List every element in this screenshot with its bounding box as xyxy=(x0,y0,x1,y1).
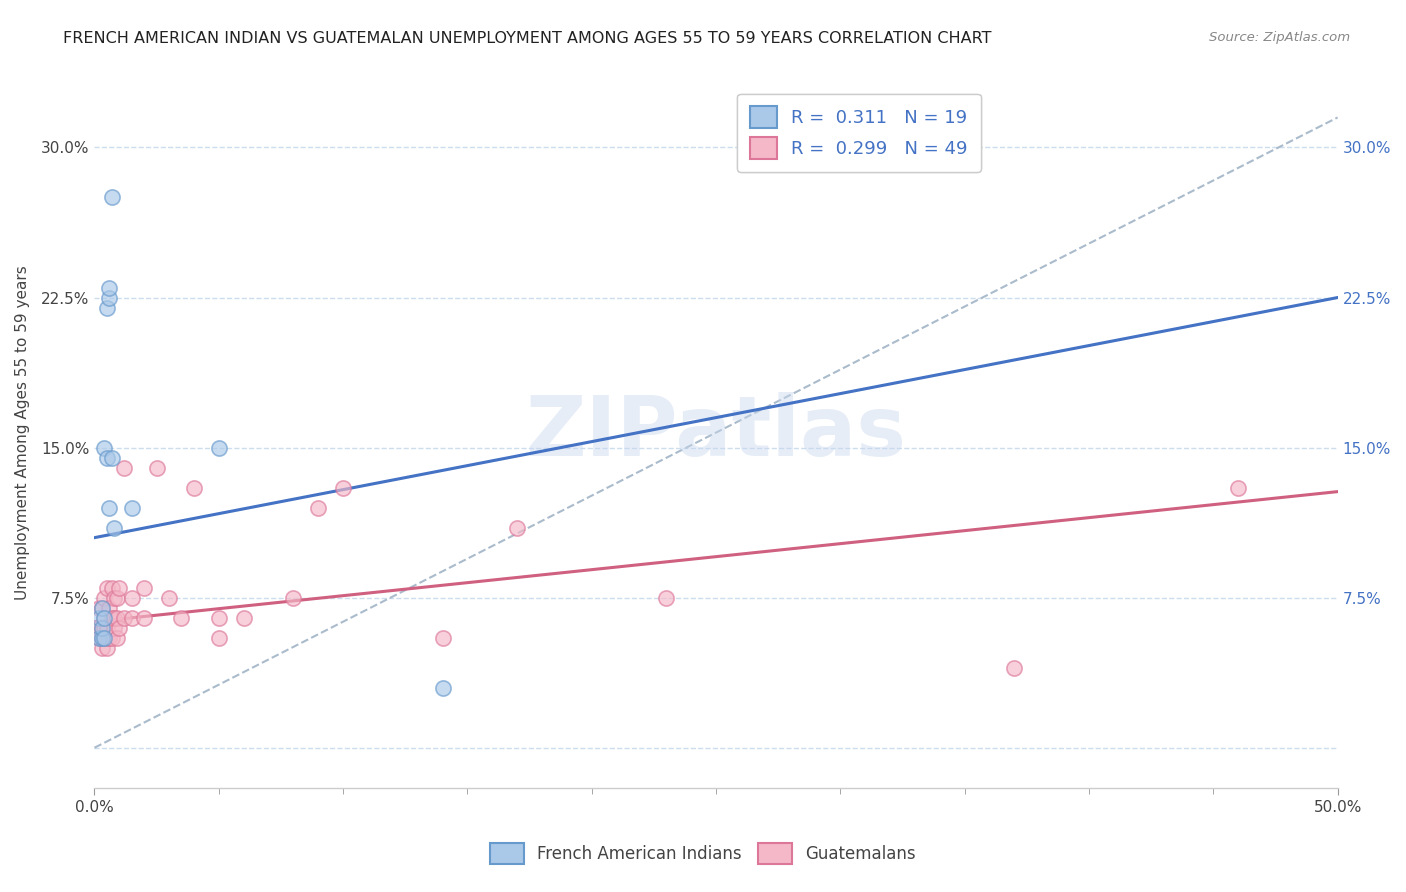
Point xyxy=(101,190,124,204)
Point xyxy=(89,631,111,645)
Point xyxy=(90,631,112,645)
Point xyxy=(101,450,124,465)
Point xyxy=(1002,661,1025,675)
Point xyxy=(112,610,135,624)
Point xyxy=(93,631,115,645)
Point xyxy=(96,581,118,595)
Point xyxy=(96,450,118,465)
Point xyxy=(90,621,112,635)
Point xyxy=(101,610,124,624)
Point xyxy=(93,591,115,605)
Point xyxy=(108,581,131,595)
Point xyxy=(112,460,135,475)
Point xyxy=(96,631,118,645)
Text: ZIPatlas: ZIPatlas xyxy=(526,392,907,473)
Point xyxy=(432,631,454,645)
Point xyxy=(105,591,128,605)
Point xyxy=(208,441,231,455)
Point xyxy=(432,681,454,695)
Point xyxy=(121,500,143,515)
Point xyxy=(93,621,115,635)
Point xyxy=(103,610,125,624)
Point xyxy=(208,631,231,645)
Point xyxy=(134,581,156,595)
Point xyxy=(145,460,167,475)
Point xyxy=(183,481,205,495)
Point xyxy=(93,610,115,624)
Point xyxy=(90,631,112,645)
Point xyxy=(208,610,231,624)
Point xyxy=(121,591,143,605)
Point xyxy=(98,280,121,294)
Point xyxy=(655,591,678,605)
Point xyxy=(121,610,143,624)
Point xyxy=(98,291,121,305)
Point xyxy=(105,631,128,645)
Point xyxy=(93,610,115,624)
Point xyxy=(134,610,156,624)
Point xyxy=(105,610,128,624)
Point xyxy=(89,621,111,635)
Point xyxy=(90,640,112,655)
Point xyxy=(103,591,125,605)
Point xyxy=(90,600,112,615)
Point xyxy=(101,631,124,645)
Point xyxy=(90,600,112,615)
Point xyxy=(108,621,131,635)
Point xyxy=(98,500,121,515)
Point xyxy=(96,640,118,655)
Point xyxy=(98,600,121,615)
Point xyxy=(98,631,121,645)
Point xyxy=(103,621,125,635)
Point xyxy=(101,581,124,595)
Text: FRENCH AMERICAN INDIAN VS GUATEMALAN UNEMPLOYMENT AMONG AGES 55 TO 59 YEARS CORR: FRENCH AMERICAN INDIAN VS GUATEMALAN UNE… xyxy=(63,31,991,46)
Point xyxy=(232,610,254,624)
Point xyxy=(283,591,305,605)
Point xyxy=(93,441,115,455)
Point xyxy=(89,610,111,624)
Y-axis label: Unemployment Among Ages 55 to 59 years: Unemployment Among Ages 55 to 59 years xyxy=(15,265,30,600)
Point xyxy=(157,591,180,605)
Point xyxy=(1227,481,1250,495)
Point xyxy=(93,631,115,645)
Point xyxy=(103,521,125,535)
Point xyxy=(170,610,193,624)
Point xyxy=(307,500,329,515)
Point xyxy=(89,631,111,645)
Legend: R =  0.311   N = 19, R =  0.299   N = 49: R = 0.311 N = 19, R = 0.299 N = 49 xyxy=(737,94,980,172)
Legend: French American Indians, Guatemalans: French American Indians, Guatemalans xyxy=(484,837,922,871)
Point xyxy=(332,481,354,495)
Point xyxy=(96,301,118,315)
Point xyxy=(96,621,118,635)
Text: Source: ZipAtlas.com: Source: ZipAtlas.com xyxy=(1209,31,1350,45)
Point xyxy=(506,521,529,535)
Point xyxy=(90,621,112,635)
Point xyxy=(89,600,111,615)
